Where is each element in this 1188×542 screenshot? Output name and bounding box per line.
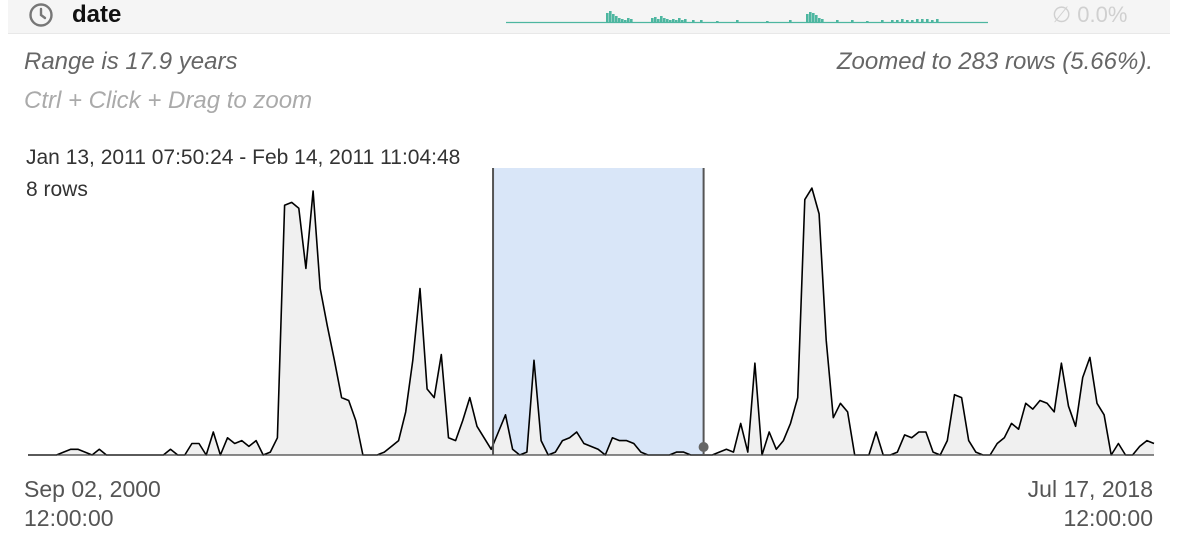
mini-histogram-bar (657, 19, 660, 22)
mini-histogram-bar (815, 15, 818, 22)
mini-histogram-bar (700, 20, 703, 22)
mini-histogram-bar (651, 18, 654, 22)
clock-icon (29, 3, 53, 27)
mini-histogram (506, 11, 988, 24)
x-axis-min-time: 12:00:00 (24, 505, 114, 531)
x-axis-max-date: Jul 17, 2018 (1027, 476, 1153, 502)
mini-histogram-bar (818, 18, 821, 22)
hover-marker (698, 442, 709, 452)
mini-histogram-bar (891, 20, 894, 22)
mini-histogram-bar (866, 21, 869, 22)
mini-histogram-bar (716, 21, 719, 22)
mini-histogram-bar (684, 19, 687, 22)
mini-histogram-bar (663, 18, 666, 22)
mini-histogram-bar (627, 18, 630, 22)
mini-histogram-bar (606, 13, 609, 22)
x-axis-max-time: 12:00:00 (1063, 505, 1153, 531)
mini-histogram-bar (766, 21, 769, 22)
mini-histogram-bar (881, 20, 884, 22)
null-percentage: ∅ 0.0% (1052, 2, 1128, 27)
mini-histogram-bar (806, 14, 809, 22)
mini-histogram-bar (678, 18, 681, 22)
mini-histogram-bar (936, 19, 939, 22)
mini-histogram-bar (916, 19, 919, 22)
mini-histogram-bar (612, 14, 615, 22)
mini-histogram-bar (851, 20, 854, 22)
mini-histogram-bar (666, 19, 669, 22)
column-header-row[interactable]: date ∅ 0.0% (8, 0, 1170, 34)
mini-histogram-bar (621, 19, 624, 22)
mini-histogram-bar (609, 11, 612, 22)
mini-histogram-bar (615, 16, 618, 22)
x-axis-max-label: Jul 17, 2018 12:00:00 (1028, 475, 1153, 533)
mini-histogram-bar (911, 20, 914, 22)
mini-histogram-bar (901, 19, 904, 22)
mini-histogram-bar (809, 12, 812, 22)
mini-histogram-bar (618, 18, 621, 22)
mini-histogram-bar (630, 19, 633, 22)
mini-histogram-bar (660, 16, 663, 22)
x-axis-min-date: Sep 02, 2000 (24, 476, 161, 502)
mini-histogram-bar (931, 20, 934, 22)
mini-histogram-bar (821, 19, 824, 22)
mini-histogram-bar (692, 20, 695, 22)
mini-histogram-bar (654, 17, 657, 22)
x-axis-min-label: Sep 02, 2000 12:00:00 (24, 475, 161, 533)
column-name: date (72, 1, 122, 28)
zoom-hint: Ctrl + Click + Drag to zoom (24, 87, 313, 114)
selection-region[interactable] (493, 168, 704, 455)
zoom-summary: Zoomed to 283 rows (5.66%). (836, 48, 1153, 75)
mini-histogram-bar (921, 19, 924, 22)
date-distribution-chart[interactable] (0, 130, 1188, 470)
mini-histogram-bar (926, 19, 929, 22)
mini-histogram-bar (675, 20, 678, 22)
mini-histogram-bar (906, 20, 909, 22)
tooltip-date-range: Jan 13, 2011 07:50:24 - Feb 14, 2011 11:… (26, 146, 461, 170)
mini-histogram-bar (669, 20, 672, 22)
mini-histogram-bar (672, 19, 675, 22)
range-summary: Range is 17.9 years (24, 48, 238, 75)
mini-histogram-bar (789, 20, 792, 22)
mini-histogram-bar (812, 13, 815, 22)
distribution-area (28, 188, 1154, 455)
mini-histogram-bar (896, 20, 899, 22)
mini-histogram-bar (836, 20, 839, 22)
mini-histogram-bar (736, 20, 739, 22)
mini-histogram-bar (624, 20, 627, 22)
distribution-line (28, 187, 1155, 456)
mini-histogram-bar (681, 20, 684, 22)
tooltip-row-count: 8 rows (26, 178, 88, 201)
